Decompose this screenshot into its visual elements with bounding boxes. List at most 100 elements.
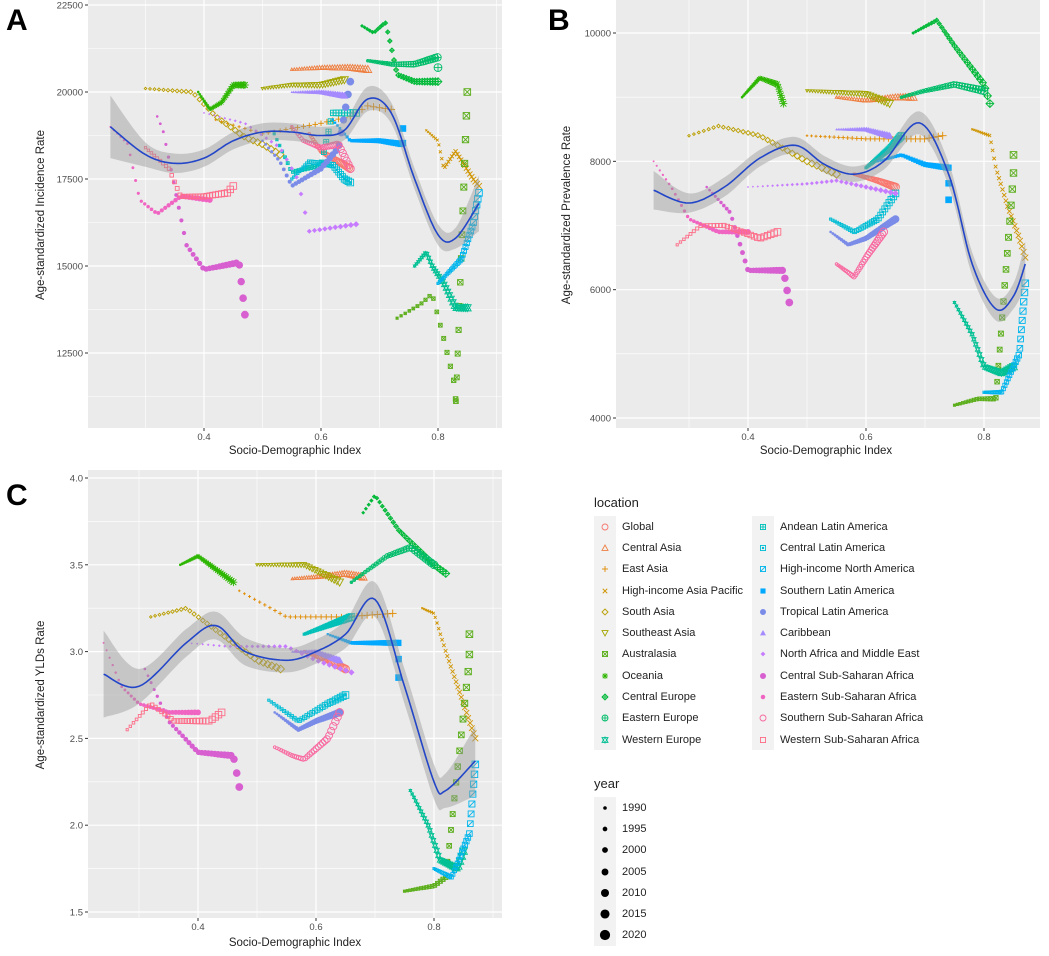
point-south-asia-2000	[735, 127, 742, 134]
point-north-africa-and-middle-east-2020	[348, 669, 355, 676]
series-southern-sub-saharan-africa	[272, 708, 344, 762]
point-southeast-asia-2007	[300, 562, 308, 569]
point-north-africa-and-middle-east-2013	[317, 227, 323, 233]
point-central-sub-saharan-africa-1990	[155, 115, 159, 118]
point-southeast-asia-2018	[334, 77, 344, 86]
point-australasia-1991	[405, 889, 409, 893]
point-australasia-2003	[444, 349, 450, 355]
point-north-africa-and-middle-east-2011	[848, 181, 854, 187]
point-southeast-asia-2015	[871, 94, 881, 103]
point-central-sub-saharan-africa-1994	[716, 197, 720, 202]
point-north-africa-and-middle-east-2007	[289, 166, 294, 171]
point-western-sub-saharan-africa-1991	[146, 148, 151, 152]
point-andean-latin-america-1995	[285, 161, 290, 166]
point-eastern-europe-2020	[429, 560, 439, 570]
point-central-asia-2020	[363, 64, 373, 73]
point-high-income-asia-pacific-2003	[443, 648, 448, 654]
point-high-income-asia-pacific-2007	[450, 669, 455, 674]
point-eastern-sub-saharan-africa-1993	[661, 173, 665, 177]
point-central-sub-saharan-africa-2001	[184, 243, 189, 248]
point-southern-sub-saharan-africa-2008	[310, 747, 318, 754]
point-eastern-europe-1992	[354, 576, 359, 581]
point-australasia-2013	[456, 747, 463, 755]
x-tick-label: 0.4	[197, 432, 210, 443]
point-east-asia-1995	[263, 603, 267, 607]
point-high-income-asia-pacific-2004	[995, 170, 1000, 175]
legend-symbol-icon	[594, 579, 616, 602]
series-high-income-asia-pacific	[970, 128, 1029, 261]
point-australasia-1996	[419, 301, 424, 306]
point-central-europe-2002	[388, 47, 395, 54]
point-southern-latin-america-1997	[893, 154, 898, 159]
point-southern-sub-saharan-africa-2015	[336, 145, 345, 154]
point-central-europe-1992	[916, 28, 921, 33]
plot-background	[88, 470, 502, 918]
point-south-asia-2015	[253, 138, 262, 147]
point-north-africa-and-middle-east-2001	[259, 132, 263, 137]
series-central-latin-america	[267, 691, 350, 723]
legend-symbol-icon	[594, 516, 616, 538]
series-western-europe	[952, 300, 1019, 378]
point-central-europe-1999	[933, 17, 940, 23]
point-southern-latin-america-1991	[329, 634, 332, 637]
point-central-latin-america-2013	[333, 166, 340, 174]
point-australasia-1991	[399, 314, 403, 318]
location-legend-title: location	[594, 495, 639, 510]
point-north-africa-and-middle-east-2017	[337, 223, 344, 230]
point-central-sub-saharan-africa-2003	[190, 251, 196, 257]
point-australasia-2001	[437, 322, 443, 328]
series-oceania	[740, 75, 788, 108]
point-central-europe-1990	[360, 23, 364, 28]
point-eastern-europe-1993	[357, 574, 362, 579]
point-south-asia-2002	[199, 617, 206, 624]
point-eastern-sub-saharan-africa-1992	[108, 656, 111, 659]
point-western-sub-saharan-africa-2020	[217, 708, 226, 717]
point-high-income-asia-pacific-2003	[993, 164, 998, 169]
point-central-asia-1992	[839, 95, 844, 100]
point-eastern-sub-saharan-africa-2010	[173, 197, 178, 203]
point-central-europe-2002	[393, 523, 399, 530]
point-east-asia-2002	[298, 614, 303, 620]
point-southeast-asia-2016	[874, 95, 883, 104]
point-western-sub-saharan-africa-1998	[166, 166, 172, 171]
point-eastern-sub-saharan-africa-2009	[169, 200, 175, 206]
point-western-sub-saharan-africa-1993	[152, 153, 157, 158]
point-high-income-asia-pacific-1990	[970, 128, 974, 131]
point-north-africa-and-middle-east-2003	[255, 644, 260, 649]
legend-item-central-latin-america: Central Latin America	[752, 537, 908, 559]
point-oceania-1991	[198, 92, 202, 96]
series-caribbean	[290, 89, 349, 99]
year-label: 2010	[622, 886, 647, 899]
point-central-sub-saharan-africa-2020	[235, 783, 244, 791]
point-central-europe-1991	[913, 29, 918, 34]
series-southeast-asia	[804, 89, 895, 109]
point-southeast-asia-1990	[804, 89, 810, 94]
point-southern-latin-america-2009	[923, 162, 929, 168]
point-western-sub-saharan-africa-2020	[229, 182, 238, 190]
point-southern-latin-america-2018	[945, 164, 952, 171]
point-south-asia-1993	[161, 611, 166, 616]
point-high-income-asia-pacific-1997	[983, 132, 988, 136]
point-western-sub-saharan-africa-2008	[180, 718, 187, 724]
y-tick-label: 4.0	[70, 474, 83, 485]
point-central-asia-1991	[292, 576, 297, 581]
point-high-income-asia-pacific-2017	[1017, 237, 1024, 244]
point-east-asia-1997	[273, 608, 277, 613]
panel-c: 1.5 2.0 2.5 3.0 3.5 4.0 0.4 0.6 0.8 Socio-Demogra…	[6, 470, 502, 949]
point-north-africa-and-middle-east-1996	[217, 644, 221, 648]
point-east-asia-1991	[220, 120, 223, 123]
point-western-sub-saharan-africa-1990	[675, 243, 679, 247]
legend-symbol-icon	[594, 728, 616, 751]
point-central-europe-2004	[392, 66, 400, 74]
point-east-asia-1996	[268, 605, 272, 610]
point-east-asia-2020	[938, 131, 947, 140]
point-south-asia-1999	[183, 88, 189, 95]
point-south-asia-2020	[831, 169, 842, 179]
point-australasia-2016	[461, 699, 469, 707]
point-east-asia-2000	[288, 614, 293, 620]
point-southeast-asia-1991	[807, 89, 812, 94]
point-south-asia-1997	[178, 606, 184, 612]
point-east-asia-1994	[823, 135, 827, 139]
size-dot-icon	[594, 797, 616, 819]
